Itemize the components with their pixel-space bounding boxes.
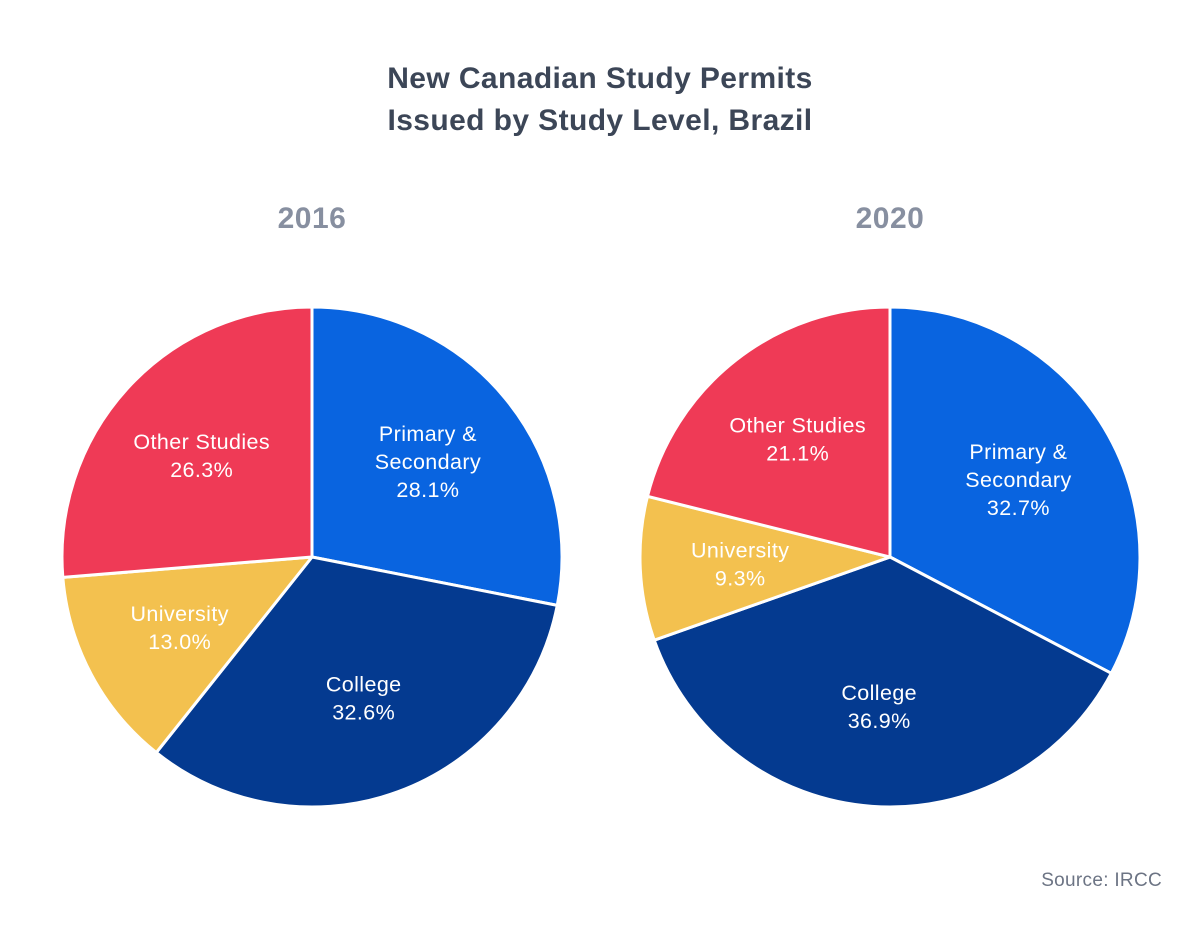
pie-chart-2020: Primary & Secondary 32.7% College 36.9% Unive… (638, 305, 1142, 809)
pie-slice-university (638, 494, 892, 642)
pie-slice-primary_secondary (888, 305, 1142, 675)
pie-slice-label-university: University 13.0% (131, 602, 229, 654)
pie-slice-other_studies (60, 305, 314, 579)
pie-slice-label-college: College 36.9% (841, 681, 917, 733)
page-title-line2: Issued by Study Level, Brazil (387, 104, 813, 137)
year-label-2016: 2016 (277, 202, 347, 235)
pie-slice-college (652, 555, 1113, 809)
pie-slice-primary_secondary (310, 305, 564, 607)
pie-slice-university (61, 555, 314, 755)
pie-slice-label-other_studies: Other Studies 21.1% (729, 413, 866, 465)
page-title-line1: New Canadian Study Permits (387, 62, 813, 95)
pie-slice-label-university: University 9.3% (691, 539, 789, 591)
pie-slice-college (154, 555, 559, 809)
source-caption: Source: IRCC (1041, 870, 1162, 891)
pie-slice-label-college: College 32.6% (326, 672, 402, 724)
pie-slice-label-primary_secondary: Primary & Secondary 32.7% (965, 440, 1071, 520)
pie-slice-label-other_studies: Other Studies 26.3% (133, 430, 270, 482)
page-title: New Canadian Study Permits Issued by Stu… (0, 58, 1200, 142)
pie-slice-other_studies (645, 305, 892, 559)
year-label-2020: 2020 (855, 202, 925, 235)
pie-slice-label-primary_secondary: Primary & Secondary 28.1% (375, 422, 481, 502)
pie-chart-2016: Primary & Secondary 28.1% College 32.6% Unive… (60, 305, 564, 809)
